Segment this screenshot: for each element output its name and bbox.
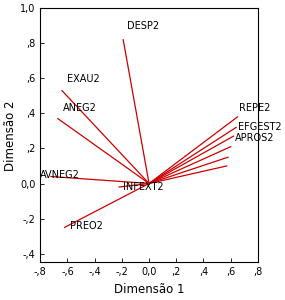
Text: ANEG2: ANEG2 <box>63 103 97 113</box>
Y-axis label: Dimensão 2: Dimensão 2 <box>4 100 17 170</box>
X-axis label: Dimensão 1: Dimensão 1 <box>114 283 184 296</box>
Text: EFGEST2: EFGEST2 <box>237 122 281 132</box>
Text: INFEXT2: INFEXT2 <box>123 182 164 192</box>
Text: DESP2: DESP2 <box>127 21 159 31</box>
Text: APROS2: APROS2 <box>235 133 274 143</box>
Text: EXAU2: EXAU2 <box>67 74 100 84</box>
Text: REPE2: REPE2 <box>239 103 270 113</box>
Text: AVNEG2: AVNEG2 <box>40 170 80 180</box>
Text: PREO2: PREO2 <box>70 220 103 231</box>
